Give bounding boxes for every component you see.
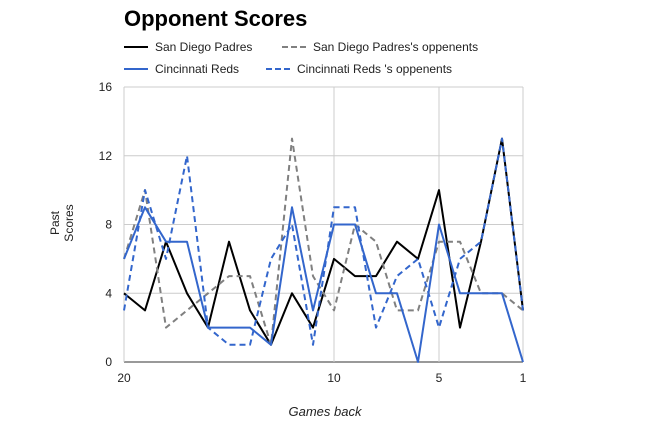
y-tick-label: 4 (105, 286, 112, 300)
x-tick-label: 20 (117, 371, 131, 385)
legend-item-reds: Cincinnati Reds (124, 62, 239, 76)
y-tick-label: 12 (99, 149, 113, 163)
x-tick-label: 10 (327, 371, 341, 385)
legend-label-padres-opponents: San Diego Padres's oppenents (313, 40, 479, 54)
series-line-1 (123, 137, 524, 346)
series-line-3 (123, 137, 524, 346)
x-tick-label: 1 (520, 371, 527, 385)
y-tick-label: 0 (105, 355, 112, 369)
chart-title: Opponent Scores (124, 6, 308, 31)
legend-item-padres-opponents: San Diego Padres's oppenents (282, 40, 478, 54)
legend-swatch-padres-opponents (282, 46, 306, 48)
legend-item-reds-opponents: Cincinnati Reds 's oppenents (266, 62, 452, 76)
legend-swatch-padres (124, 46, 148, 48)
legend-swatch-reds (124, 68, 148, 70)
y-tick-label: 16 (99, 80, 113, 94)
x-tick-label: 5 (436, 371, 443, 385)
legend-label-padres: San Diego Padres (155, 40, 253, 54)
series-line-2 (123, 206, 524, 363)
y-axis-label: Past Scores (48, 204, 76, 242)
x-axis-label: Games back (288, 404, 362, 419)
legend-label-reds-opponents: Cincinnati Reds 's oppenents (297, 62, 453, 76)
legend-label-reds: Cincinnati Reds (155, 62, 240, 76)
y-tick-label: 8 (105, 218, 112, 232)
legend-item-padres: San Diego Padres (124, 40, 252, 54)
legend-swatch-reds-opponents (266, 68, 290, 70)
